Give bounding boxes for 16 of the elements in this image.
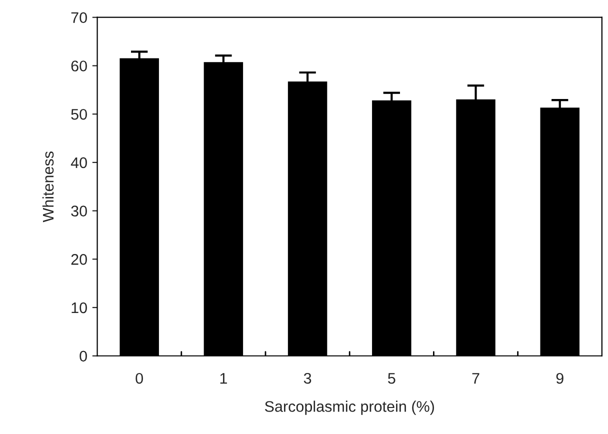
y-tick-label: 20 xyxy=(71,254,87,265)
y-tick-label: 40 xyxy=(70,157,87,168)
y-tick-label: 0 xyxy=(80,350,87,362)
y-tick-label: 50 xyxy=(71,108,87,120)
x-tick-label: 7 xyxy=(472,373,480,384)
x-axis-title: Sarcoplasmic protein (%) xyxy=(264,400,434,415)
x-tick-label: 0 xyxy=(136,372,143,384)
x-tick-label: 9 xyxy=(556,372,564,384)
x-tick-label: 1 xyxy=(220,373,227,384)
y-axis-title: Whiteness xyxy=(42,152,54,222)
y-tick-label: 60 xyxy=(71,60,87,72)
y-tick-label: 10 xyxy=(72,302,87,314)
x-tick-label: 5 xyxy=(388,373,396,384)
y-tick-label: 70 xyxy=(71,12,87,24)
x-tick-label: 3 xyxy=(304,372,312,384)
y-tick-label: 30 xyxy=(71,206,87,216)
